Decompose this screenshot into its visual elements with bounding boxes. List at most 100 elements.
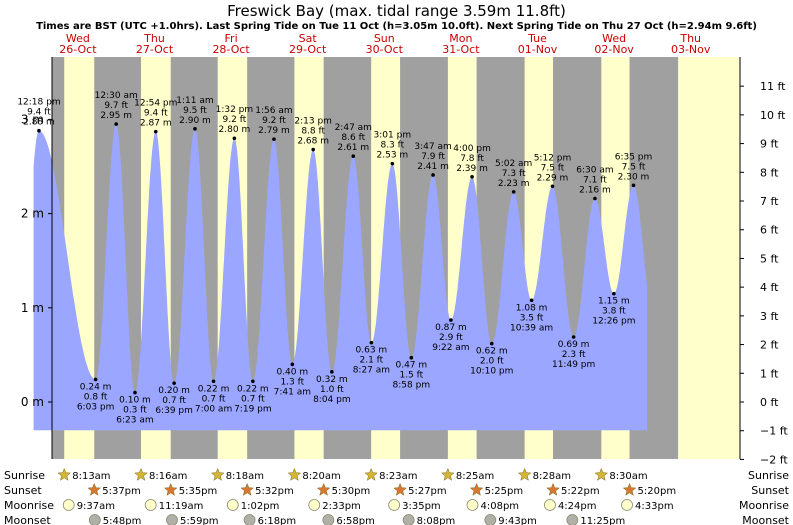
date-label: 26-Oct xyxy=(59,43,97,56)
date-label: 30-Oct xyxy=(366,43,404,56)
tide-point xyxy=(330,370,334,374)
tide-label: 7.8 ft xyxy=(460,154,484,164)
tide-area xyxy=(33,124,648,431)
tide-curve xyxy=(33,124,648,431)
moonset-icon xyxy=(243,514,256,525)
moonset-time: 5:48pm xyxy=(103,516,142,525)
tide-label: 9.4 ft xyxy=(144,109,168,119)
sunset-time: 5:20pm xyxy=(638,486,677,497)
tide-label: 0.20 m xyxy=(158,386,190,396)
tide-label: 1:56 am xyxy=(255,106,292,116)
tide-point xyxy=(593,196,597,201)
tide-label: 0.87 m xyxy=(435,323,467,333)
tide-label: 8.3 ft xyxy=(380,141,404,151)
right-tick-label: −2 ft xyxy=(760,453,788,466)
tide-point xyxy=(612,291,616,296)
right-tick-label: 3 ft xyxy=(760,310,779,323)
left-tick-label: 2 m xyxy=(21,207,44,221)
tide-label: 7:41 am xyxy=(274,387,311,397)
sunset-icon xyxy=(546,482,560,496)
right-tick-label: 0 ft xyxy=(760,396,779,409)
moonset-icon xyxy=(402,514,415,525)
tide-label: 2.95 m xyxy=(100,111,132,121)
tide-label: 1.0 ft xyxy=(320,385,344,395)
sunrise-time: 8:23am xyxy=(379,471,417,482)
tide-point xyxy=(449,318,453,322)
moonrise-icon xyxy=(388,499,401,511)
sunrise-icon xyxy=(517,467,532,481)
sunrise-icon xyxy=(210,467,225,481)
moonset-time: 6:58pm xyxy=(336,516,375,525)
tide-point xyxy=(390,161,395,166)
tide-label: 8:58 pm xyxy=(393,381,431,391)
tide-label: 7.9 ft xyxy=(421,152,445,162)
tide-label: 2.39 m xyxy=(456,164,488,174)
tide-label: 9.5 ft xyxy=(183,106,207,116)
day-of-week-label: Wed xyxy=(66,32,90,45)
sunrise-icon xyxy=(287,467,302,481)
day-labels: Wed26-OctThu27-OctFri28-OctSat29-OctSun3… xyxy=(59,32,711,56)
tide-point xyxy=(290,362,295,367)
tide-label: 0.10 m xyxy=(119,396,151,406)
tide-point xyxy=(251,379,255,384)
moonset-icon xyxy=(566,514,579,525)
tide-label: 3.8 ft xyxy=(602,307,626,317)
sunset-time: 5:30pm xyxy=(332,486,371,497)
tide-label: 2.16 m xyxy=(579,186,611,196)
sunset-time: 5:22pm xyxy=(561,486,600,497)
right-tick-label: 1 ft xyxy=(760,367,779,380)
tide-label: 1:11 am xyxy=(176,96,213,106)
right-tick-label: 10 ft xyxy=(760,109,786,122)
sunrise-time: 8:28am xyxy=(533,471,571,482)
moonrise-icon xyxy=(621,499,633,511)
tide-point xyxy=(37,128,41,133)
sunset-time: 5:27pm xyxy=(408,486,447,497)
row-label-right: Moonset xyxy=(742,514,789,525)
row-label-left: Moonrise xyxy=(4,499,54,512)
tide-label: 2.23 m xyxy=(498,179,530,189)
right-tick-label: 2 ft xyxy=(760,339,779,352)
tide-label: 2.0 ft xyxy=(480,357,504,367)
tide-point xyxy=(409,355,414,360)
sun-moon-rows: Sunrise Sunrise Sunset Sunset Moonrise Moonri… xyxy=(4,467,790,525)
moonset-time: 11:25pm xyxy=(580,516,625,525)
tide-label: 2.90 m xyxy=(179,116,211,126)
tide-label: 3:47 am xyxy=(414,142,451,152)
tide-label: 7.3 ft xyxy=(502,169,526,179)
moonrise-icon xyxy=(144,499,157,511)
tide-label: 1.5 ft xyxy=(399,371,423,381)
tide-label: 0.22 m xyxy=(198,384,230,394)
tide-label: 2.3 ft xyxy=(562,350,586,360)
moonset-icon xyxy=(88,514,101,525)
tide-label: 8:27 am xyxy=(353,366,390,376)
tide-label: 12:26 pm xyxy=(592,317,635,327)
tide-point xyxy=(232,136,237,141)
daylight-band xyxy=(678,57,740,459)
tide-label: 6:39 pm xyxy=(155,406,193,416)
tide-label: 2:13 pm xyxy=(294,117,332,127)
row-label-left: Sunrise xyxy=(4,469,45,482)
left-tick-label: 1 m xyxy=(21,301,44,315)
chart-subtitle: Times are BST (UTC +1.0hrs). Last Spring… xyxy=(36,21,757,32)
row-label-right: Moonrise xyxy=(739,499,789,512)
tide-point xyxy=(172,381,176,385)
tide-point xyxy=(93,377,98,382)
sunrise-time: 8:18am xyxy=(226,471,264,482)
day-of-week-label: Thu xyxy=(143,32,165,45)
day-of-week-label: Tue xyxy=(527,32,547,45)
tide-label: 0.40 m xyxy=(276,367,308,377)
tide-point xyxy=(311,147,315,152)
sunset-time: 5:35pm xyxy=(179,486,218,497)
right-tick-label: 8 ft xyxy=(760,166,779,179)
tide-label: 0.32 m xyxy=(316,375,348,385)
moonrise-time: 4:08pm xyxy=(480,501,519,512)
tide-label: 1.15 m xyxy=(598,297,630,307)
tide-label: 5:12 pm xyxy=(534,153,572,163)
tide-label: 1.3 ft xyxy=(280,377,304,387)
sunset-icon xyxy=(240,482,254,496)
tide-label: 12:18 pm xyxy=(17,98,60,108)
tide-label: 3.5 ft xyxy=(520,313,544,323)
tide-label: 8.8 ft xyxy=(301,127,325,137)
tide-point xyxy=(272,137,276,141)
tide-label: 11:49 pm xyxy=(552,360,595,370)
